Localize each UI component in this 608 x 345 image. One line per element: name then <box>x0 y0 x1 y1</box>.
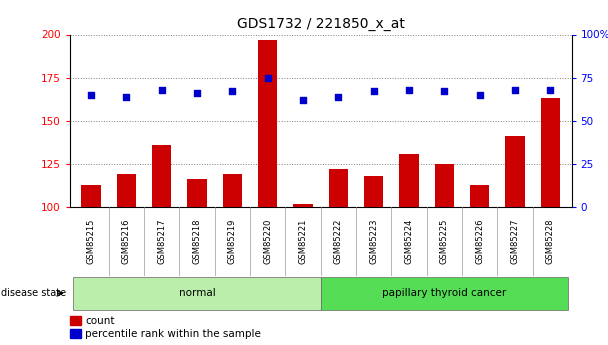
Bar <box>399 154 419 207</box>
Point <box>298 97 308 103</box>
Bar <box>329 169 348 207</box>
Point <box>227 89 237 94</box>
Bar <box>187 179 207 207</box>
Bar <box>321 277 568 310</box>
Bar <box>541 98 560 207</box>
Bar <box>152 145 171 207</box>
Text: GSM85222: GSM85222 <box>334 219 343 264</box>
Title: GDS1732 / 221850_x_at: GDS1732 / 221850_x_at <box>237 17 405 31</box>
Point <box>192 90 202 96</box>
Point <box>122 94 131 99</box>
Text: GSM85224: GSM85224 <box>404 219 413 264</box>
Point <box>157 87 167 92</box>
Text: GSM85215: GSM85215 <box>86 219 95 264</box>
Bar <box>117 174 136 207</box>
Point <box>510 87 520 92</box>
Text: GSM85226: GSM85226 <box>475 219 484 264</box>
Point <box>545 87 555 92</box>
Point <box>440 89 449 94</box>
Text: GSM85218: GSM85218 <box>193 219 202 264</box>
Text: count: count <box>85 316 115 326</box>
Bar <box>435 164 454 207</box>
Point <box>334 94 344 99</box>
Text: GSM85219: GSM85219 <box>228 219 237 264</box>
Point <box>475 92 485 98</box>
Bar <box>74 277 321 310</box>
Bar <box>470 185 489 207</box>
Text: GSM85225: GSM85225 <box>440 219 449 264</box>
Text: GSM85216: GSM85216 <box>122 219 131 264</box>
Text: GSM85223: GSM85223 <box>369 219 378 264</box>
Point <box>263 75 272 80</box>
Text: papillary thyroid cancer: papillary thyroid cancer <box>382 288 506 298</box>
Point <box>404 87 414 92</box>
Text: normal: normal <box>179 288 215 298</box>
Text: GSM85217: GSM85217 <box>157 219 166 264</box>
Bar <box>293 204 313 207</box>
Text: GSM85220: GSM85220 <box>263 219 272 264</box>
Bar <box>81 185 101 207</box>
Text: disease state: disease state <box>1 288 66 298</box>
Text: GSM85221: GSM85221 <box>299 219 308 264</box>
Bar <box>364 176 384 207</box>
Point <box>369 89 379 94</box>
Text: GSM85227: GSM85227 <box>511 219 519 264</box>
Bar <box>505 136 525 207</box>
Bar <box>223 174 242 207</box>
Bar <box>258 40 277 207</box>
Text: percentile rank within the sample: percentile rank within the sample <box>85 329 261 339</box>
Text: GSM85228: GSM85228 <box>546 219 555 264</box>
Point <box>86 92 96 98</box>
